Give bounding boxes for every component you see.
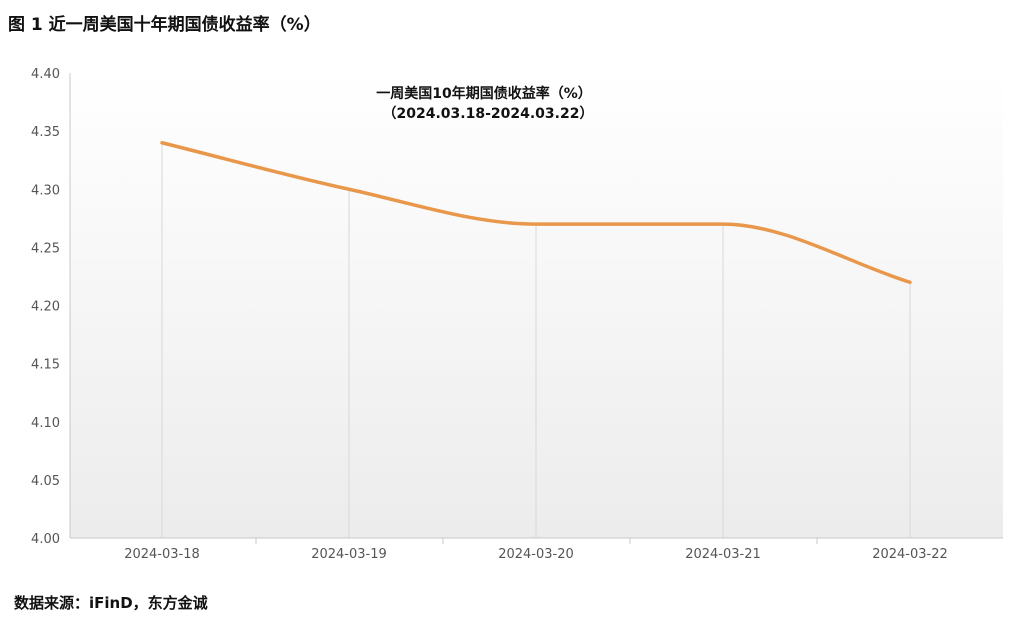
y-tick-label: 4.40 [31, 67, 60, 82]
y-tick-label: 4.00 [31, 532, 60, 547]
y-tick-label: 4.35 [31, 125, 60, 140]
y-tick-label: 4.05 [31, 474, 60, 489]
source-note: 数据来源：iFinD，东方金诚 [14, 594, 208, 612]
axes [69, 73, 1003, 544]
x-tick-label: 2024-03-20 [498, 547, 574, 562]
y-tick-labels: 4.00 4.05 4.10 4.15 4.20 4.25 4.30 4.35 4.40 [31, 67, 60, 547]
grid-lines [161, 142, 911, 538]
y-tick-label: 4.20 [31, 300, 60, 315]
x-tick-label: 2024-03-22 [872, 547, 948, 562]
y-tick-label: 4.15 [31, 358, 60, 373]
series-line-10y-yield [160, 141, 912, 284]
x-tick-labels: 2024-03-18 2024-03-19 2024-03-20 2024-03-21… [124, 547, 948, 562]
x-tick-label: 2024-03-18 [124, 547, 200, 562]
x-tick-label: 2024-03-21 [685, 547, 761, 562]
chart-subtitle: （2024.03.18-2024.03.22） [383, 106, 594, 122]
line-chart: 4.00 4.05 4.10 4.15 4.20 4.25 4.30 4.35 4.40 202… [31, 67, 1003, 562]
y-tick-label: 4.30 [31, 183, 60, 198]
y-tick-label: 4.10 [31, 416, 60, 431]
y-tick-label: 4.25 [31, 241, 60, 256]
chart-title: 一周美国10年期国债收益率（%） [376, 85, 592, 102]
x-tick-label: 2024-03-19 [311, 547, 387, 562]
figure-title: 图 1 近一周美国十年期国债收益率（%） [8, 15, 321, 35]
